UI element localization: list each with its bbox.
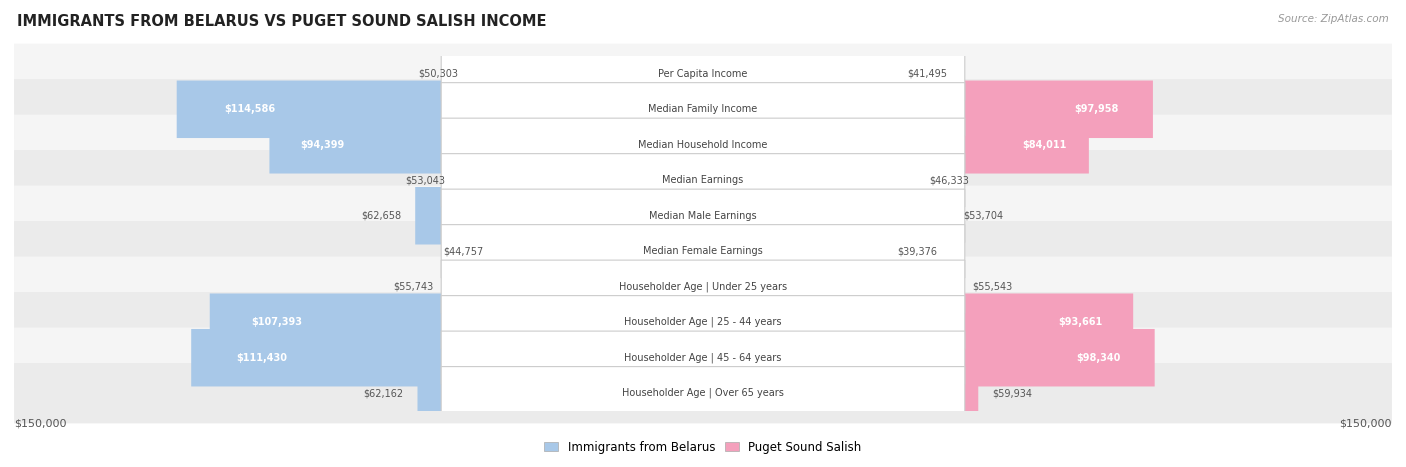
FancyBboxPatch shape	[14, 363, 1392, 424]
Text: $41,495: $41,495	[907, 69, 948, 79]
Text: Median Family Income: Median Family Income	[648, 104, 758, 114]
FancyBboxPatch shape	[441, 154, 965, 207]
FancyBboxPatch shape	[177, 80, 441, 138]
FancyBboxPatch shape	[441, 367, 965, 420]
Text: $62,162: $62,162	[364, 388, 404, 398]
Text: Per Capita Income: Per Capita Income	[658, 69, 748, 79]
Text: $111,430: $111,430	[236, 353, 287, 363]
FancyBboxPatch shape	[14, 79, 1392, 140]
Text: $44,757: $44,757	[443, 246, 484, 256]
FancyBboxPatch shape	[441, 47, 965, 100]
Text: $97,958: $97,958	[1074, 104, 1119, 114]
FancyBboxPatch shape	[441, 331, 965, 384]
Text: $107,393: $107,393	[252, 317, 302, 327]
FancyBboxPatch shape	[418, 364, 441, 422]
FancyBboxPatch shape	[209, 293, 441, 351]
FancyBboxPatch shape	[191, 329, 441, 387]
Text: $62,658: $62,658	[361, 211, 402, 221]
Text: Householder Age | Under 25 years: Householder Age | Under 25 years	[619, 282, 787, 292]
Legend: Immigrants from Belarus, Puget Sound Salish: Immigrants from Belarus, Puget Sound Sal…	[540, 436, 866, 458]
FancyBboxPatch shape	[965, 364, 979, 422]
Text: $150,000: $150,000	[14, 419, 66, 429]
FancyBboxPatch shape	[441, 189, 965, 242]
FancyBboxPatch shape	[441, 83, 965, 136]
FancyBboxPatch shape	[14, 185, 1392, 246]
FancyBboxPatch shape	[965, 329, 1154, 387]
FancyBboxPatch shape	[965, 80, 1153, 138]
FancyBboxPatch shape	[270, 116, 441, 174]
FancyBboxPatch shape	[14, 114, 1392, 175]
Text: Median Female Earnings: Median Female Earnings	[643, 246, 763, 256]
Text: $84,011: $84,011	[1022, 140, 1067, 150]
Text: $93,661: $93,661	[1059, 317, 1102, 327]
FancyBboxPatch shape	[441, 296, 965, 349]
Text: $53,043: $53,043	[405, 175, 446, 185]
FancyBboxPatch shape	[14, 221, 1392, 282]
Text: $59,934: $59,934	[993, 388, 1032, 398]
Text: $114,586: $114,586	[225, 104, 276, 114]
FancyBboxPatch shape	[14, 150, 1392, 211]
Text: $55,543: $55,543	[972, 282, 1012, 292]
Text: Median Earnings: Median Earnings	[662, 175, 744, 185]
FancyBboxPatch shape	[441, 225, 965, 278]
FancyBboxPatch shape	[14, 43, 1392, 104]
FancyBboxPatch shape	[965, 116, 1088, 174]
FancyBboxPatch shape	[441, 118, 965, 171]
Text: $150,000: $150,000	[1340, 419, 1392, 429]
Text: Median Male Earnings: Median Male Earnings	[650, 211, 756, 221]
FancyBboxPatch shape	[441, 260, 965, 313]
Text: Householder Age | 45 - 64 years: Householder Age | 45 - 64 years	[624, 353, 782, 363]
Text: Source: ZipAtlas.com: Source: ZipAtlas.com	[1278, 14, 1389, 24]
Text: Householder Age | Over 65 years: Householder Age | Over 65 years	[621, 388, 785, 398]
Text: $94,399: $94,399	[301, 140, 344, 150]
FancyBboxPatch shape	[14, 327, 1392, 388]
Text: $53,704: $53,704	[963, 211, 1004, 221]
FancyBboxPatch shape	[415, 187, 441, 245]
Text: Median Household Income: Median Household Income	[638, 140, 768, 150]
FancyBboxPatch shape	[965, 293, 1133, 351]
Text: $39,376: $39,376	[897, 246, 938, 256]
Text: $46,333: $46,333	[929, 175, 970, 185]
Text: $98,340: $98,340	[1076, 353, 1121, 363]
Text: Householder Age | 25 - 44 years: Householder Age | 25 - 44 years	[624, 317, 782, 327]
Text: IMMIGRANTS FROM BELARUS VS PUGET SOUND SALISH INCOME: IMMIGRANTS FROM BELARUS VS PUGET SOUND S…	[17, 14, 547, 29]
FancyBboxPatch shape	[14, 256, 1392, 317]
Text: $50,303: $50,303	[418, 69, 458, 79]
FancyBboxPatch shape	[14, 292, 1392, 353]
Text: $55,743: $55,743	[392, 282, 433, 292]
